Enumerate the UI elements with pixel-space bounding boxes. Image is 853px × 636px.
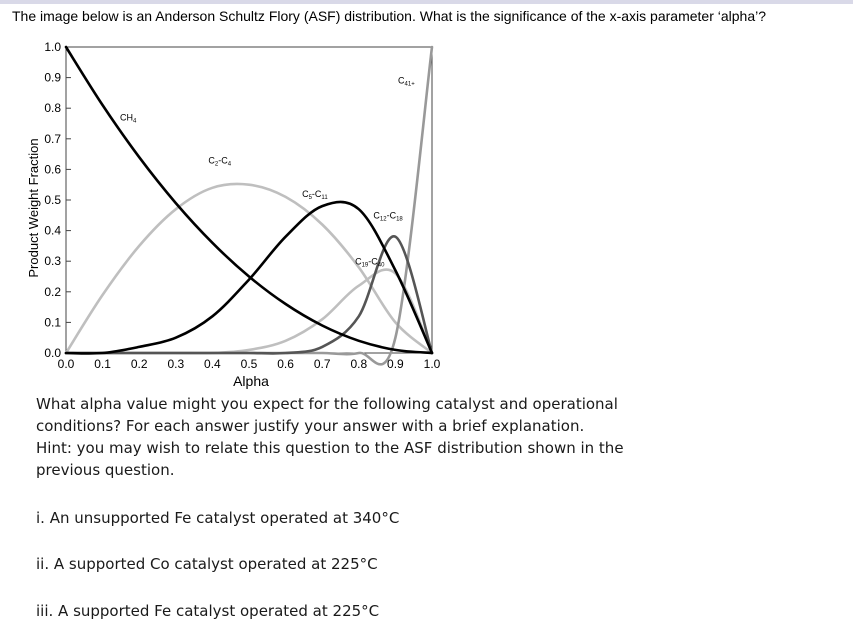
y-tick-label: 0.3 [44, 254, 61, 268]
y-tick-label: 0.0 [44, 346, 61, 360]
curve-label: C5-C11 [302, 189, 328, 201]
y-tick-label: 0.4 [44, 224, 61, 238]
x-tick-label: 0.3 [167, 357, 184, 371]
y-tick-label: 0.7 [44, 132, 61, 146]
question-item-i: i. An unsupported Fe catalyst operated a… [36, 509, 400, 527]
curve-label: C2-C4 [208, 155, 231, 167]
x-tick-label: 0.1 [94, 357, 111, 371]
top-divider [0, 0, 853, 4]
asf-distribution-chart: 0.0 0.1 0.2 0.3 0.4 0.5 0.6 0.7 0.8 0.9 1.0 0.0 0.1 0… [26, 40, 441, 389]
x-tick-label: 0.0 [58, 357, 75, 371]
x-tick-label: 0.7 [314, 357, 331, 371]
y-tick-label: 0.9 [44, 71, 61, 85]
plot-frame [65, 46, 433, 354]
instructions-line: What alpha value might you expect for th… [36, 395, 618, 413]
x-tick-label: 0.8 [350, 357, 367, 371]
question-item-iii: iii. A supported Fe catalyst operated at… [36, 602, 380, 620]
y-tick-label: 0.8 [44, 101, 61, 115]
chart-series [64, 45, 434, 366]
instructions-paragraph: What alpha value might you expect for th… [36, 393, 636, 481]
x-tick-label: 1.0 [424, 357, 441, 371]
y-axis-title: Product Weight Fraction [26, 138, 41, 277]
y-tick-label: 1.0 [44, 40, 61, 54]
y-tick-label: 0.2 [44, 285, 61, 299]
y-tick-label: 0.5 [44, 193, 61, 207]
curve-label: C12-C18 [373, 210, 403, 222]
instructions-line: Hint: you may wish to relate this questi… [36, 439, 624, 457]
x-tick-label: 0.2 [131, 357, 148, 371]
curve-label: C19-C40 [355, 256, 385, 268]
chart-curve-labels: CH4 C2-C4 C5-C11 C12-C18 C19-C40 C41+ [120, 76, 415, 269]
x-tick-label: 0.9 [387, 357, 404, 371]
y-tick-label: 0.6 [44, 162, 61, 176]
instructions-line: conditions? For each answer justify your… [36, 417, 585, 435]
series-line-ch4 [64, 45, 434, 355]
x-axis-title: Alpha [233, 373, 269, 389]
chart-axes: 0.0 0.1 0.2 0.3 0.4 0.5 0.6 0.7 0.8 0.9 1.0 0.0 0.1 0… [44, 40, 440, 371]
question-text: The image below is an Anderson Schultz F… [12, 8, 767, 24]
x-tick-label: 0.6 [277, 357, 294, 371]
question-item-ii: ii. A supported Co catalyst operated at … [36, 555, 378, 573]
y-tick-label: 0.1 [44, 315, 61, 329]
series-line-c19-c40 [64, 235, 434, 355]
curve-label: CH4 [120, 112, 137, 124]
instructions-line: previous question. [36, 461, 175, 479]
x-tick-label: 0.5 [241, 357, 258, 371]
curve-label: C41+ [398, 76, 415, 88]
x-tick-label: 0.4 [204, 357, 221, 371]
